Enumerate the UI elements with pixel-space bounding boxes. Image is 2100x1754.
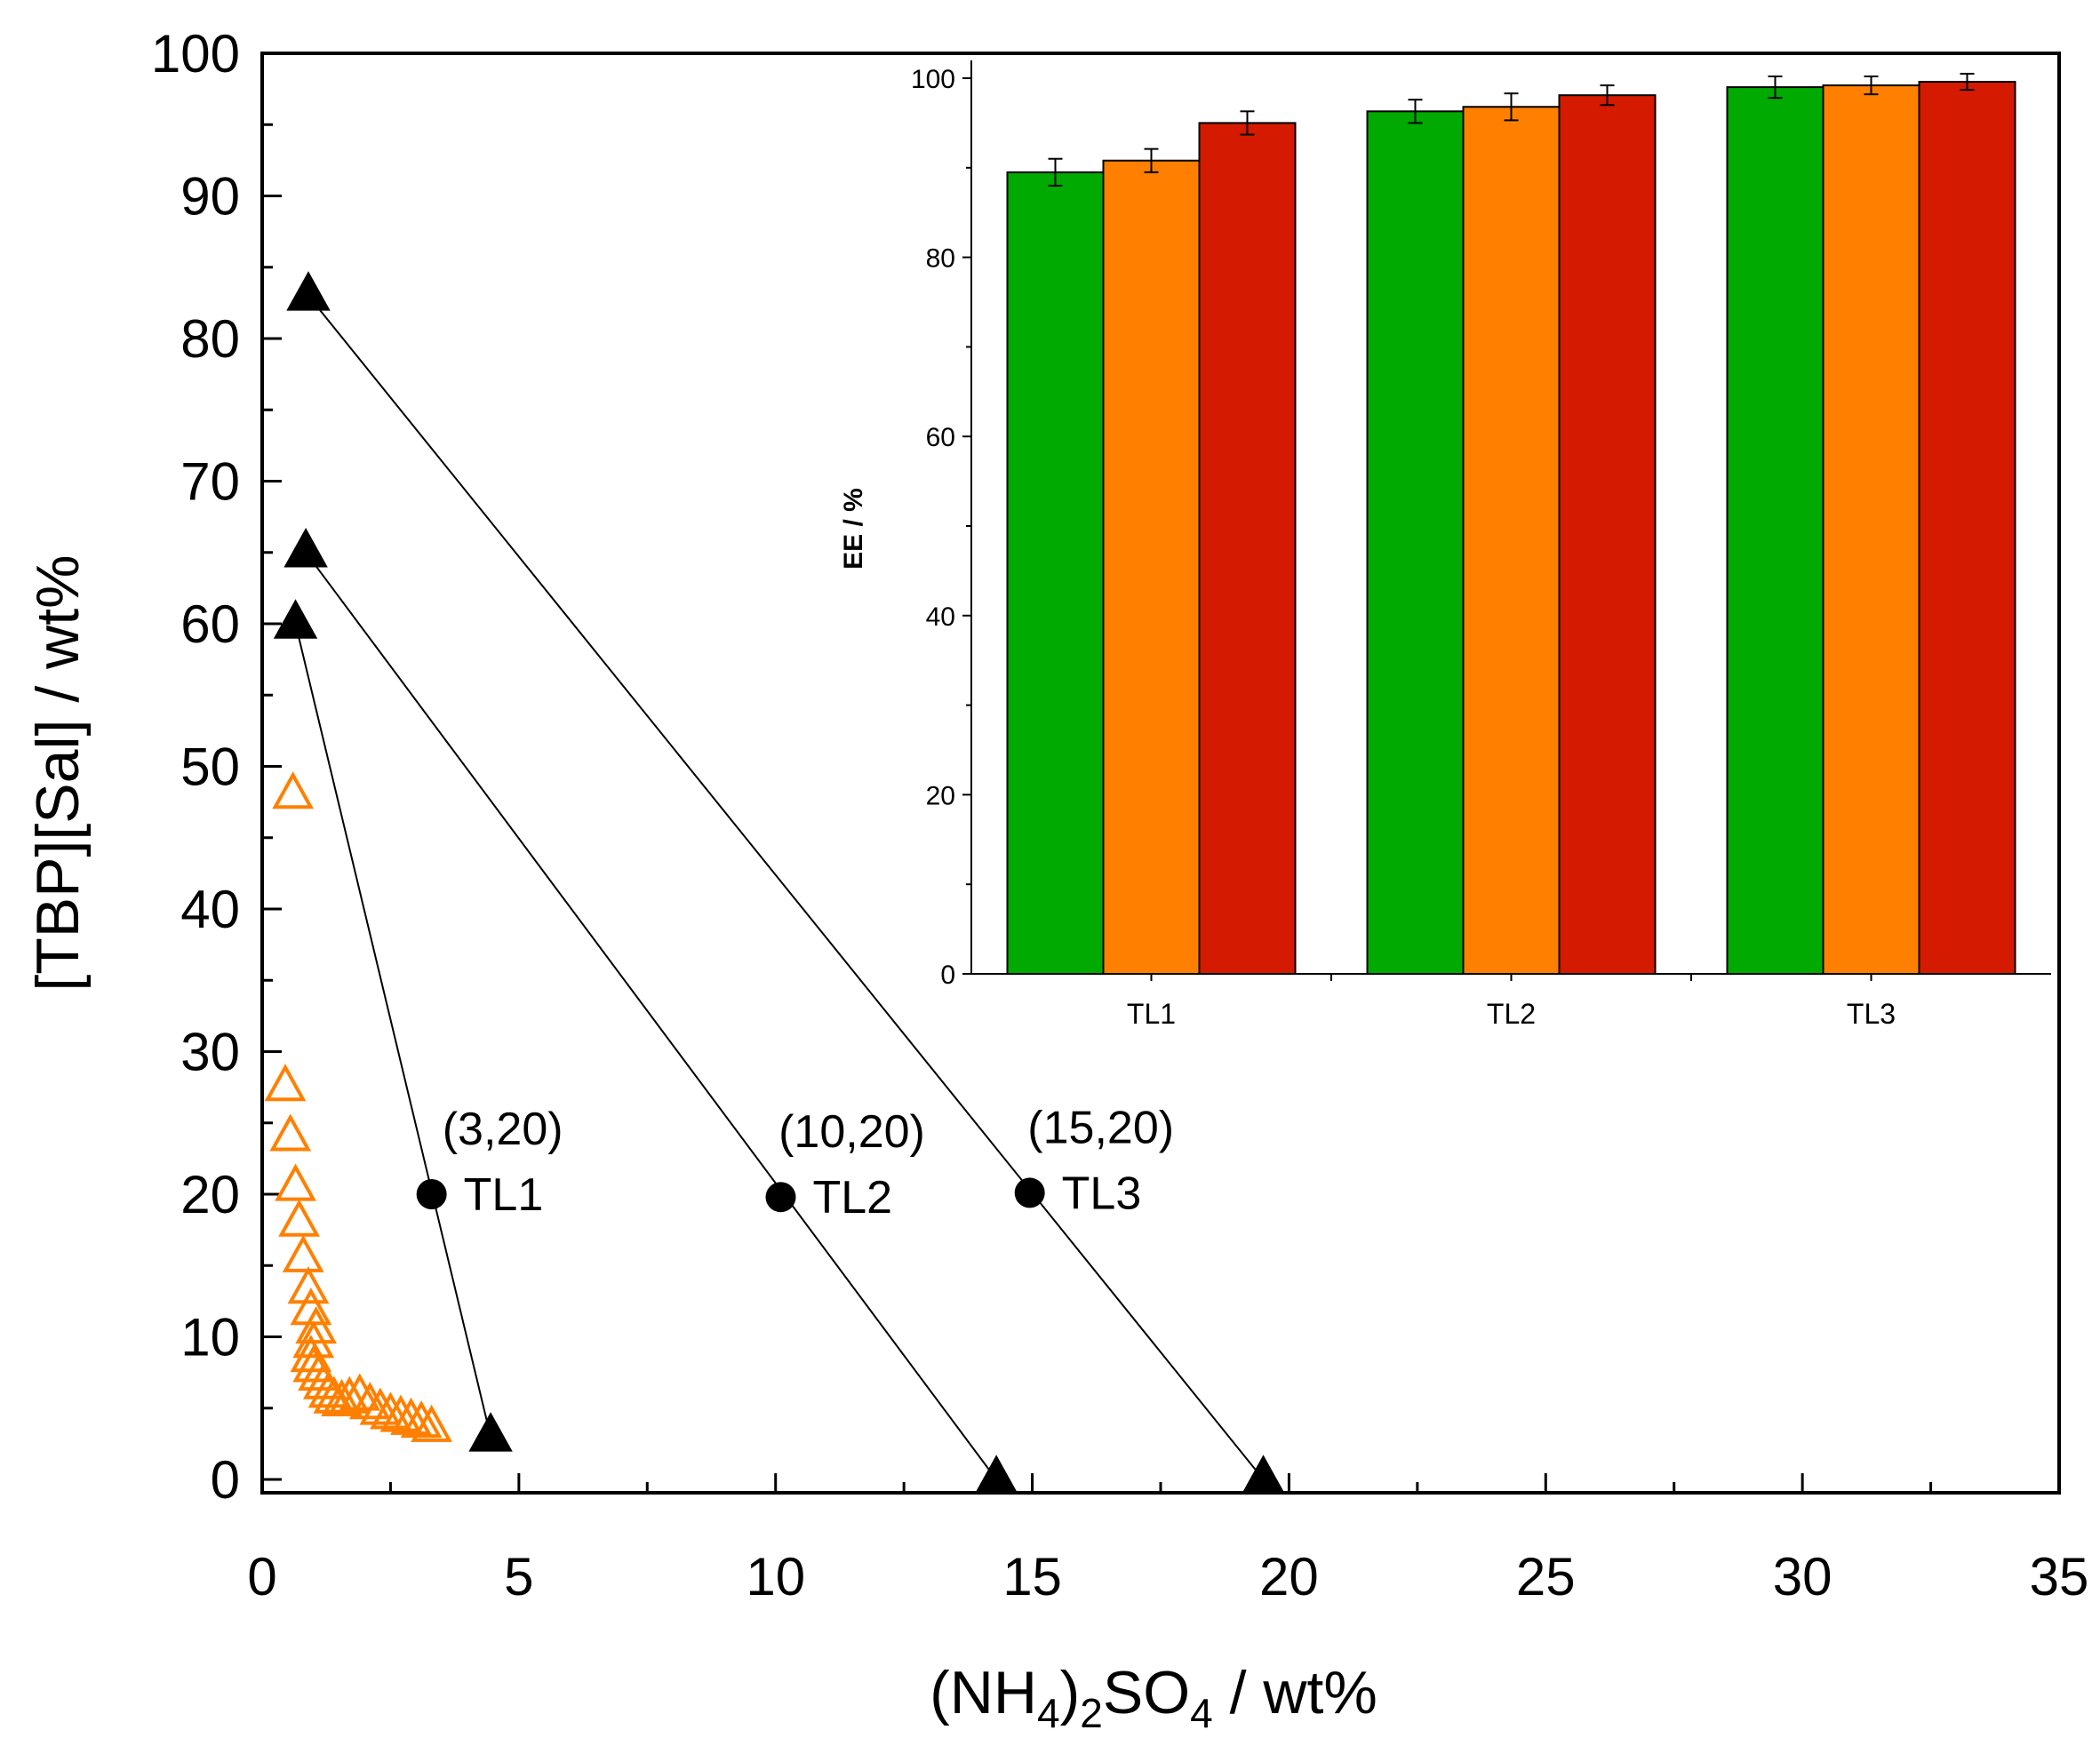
x-title-subscript: 2 xyxy=(1080,1690,1103,1736)
x-tick-label: 0 xyxy=(247,1547,276,1607)
y-tick-label: 70 xyxy=(180,452,240,512)
binodal-point xyxy=(287,1266,330,1304)
tie-line-bottom-point xyxy=(1241,1455,1286,1495)
y-tick-label: 90 xyxy=(180,167,240,227)
mixture-composition-label: (3,20) xyxy=(443,1104,563,1155)
y-tick-label: 20 xyxy=(180,1165,240,1224)
mixture-point xyxy=(765,1182,796,1213)
y-tick-label: 0 xyxy=(211,1450,240,1510)
binodal-point xyxy=(321,1378,363,1417)
tie-line xyxy=(294,623,492,1438)
inset-y-tick-label: 80 xyxy=(926,244,955,274)
binodal-point xyxy=(400,1399,443,1439)
mixture-composition-label: (15,20) xyxy=(1027,1102,1174,1153)
inset-bar xyxy=(1102,159,1201,975)
x-tick-label: 35 xyxy=(2030,1547,2089,1607)
inset-x-tick-label: TL3 xyxy=(1847,998,1896,1030)
tie-line-labels: TL1 (3,20) TL2 (10,20) TL3 (15,20) xyxy=(443,1102,1174,1224)
main-y-axis-title: [TBP][Sal] / wt% xyxy=(24,554,92,991)
tie-line xyxy=(307,295,1265,1480)
binodal-point xyxy=(328,1375,371,1414)
tie-line-top-point xyxy=(273,599,318,639)
mixture-point xyxy=(416,1179,447,1209)
inset-bar xyxy=(1726,86,1825,975)
inset-bar xyxy=(1558,94,1657,976)
inset-y-tick-label: 60 xyxy=(926,423,955,452)
tie-line-label: TL3 xyxy=(1062,1168,1142,1219)
tie-line xyxy=(305,552,997,1480)
mixture-composition-label: (10,20) xyxy=(779,1106,925,1158)
mixture-point xyxy=(1014,1177,1045,1208)
inset-bar xyxy=(1918,81,2016,976)
inset-chart: 0 20 40 60 80 100 TL1 TL2 TL3 xyxy=(911,60,2051,1030)
tie-line-bottom-point xyxy=(974,1455,1018,1495)
y-tick-label: 50 xyxy=(180,737,240,797)
tie-line-label: TL2 xyxy=(812,1172,892,1224)
binodal-point xyxy=(370,1391,411,1430)
x-tick-label: 10 xyxy=(746,1547,805,1607)
y-tick-label: 30 xyxy=(180,1023,240,1082)
x-title-part: / wt% xyxy=(1213,1659,1377,1726)
binodal-point xyxy=(278,1199,320,1237)
tie-line-label: TL1 xyxy=(464,1169,544,1221)
x-tick-label: 5 xyxy=(504,1547,533,1607)
x-tick-label: 15 xyxy=(1002,1547,1062,1607)
inset-x-tick-label: TL2 xyxy=(1487,998,1536,1030)
x-title-subscript: 4 xyxy=(1190,1690,1213,1736)
y-tick-label: 80 xyxy=(180,309,240,369)
binodal-point xyxy=(390,1397,432,1435)
binodal-point xyxy=(275,1163,316,1201)
y-tick-label: 40 xyxy=(180,880,240,939)
binodal-point xyxy=(348,1382,391,1420)
binodal-point xyxy=(379,1394,422,1432)
y-tick-label: 10 xyxy=(180,1308,240,1367)
binodal-point xyxy=(292,1320,335,1359)
binodal-point xyxy=(339,1373,381,1411)
x-title-subscript: 4 xyxy=(1037,1690,1060,1736)
x-title-part: SO xyxy=(1103,1659,1190,1726)
binodal-point xyxy=(264,1064,307,1102)
tie-line-bottom-point xyxy=(468,1412,513,1452)
x-tick-label: 20 xyxy=(1259,1547,1319,1607)
x-title-part: (NH xyxy=(930,1659,1037,1726)
y-tick-label: 60 xyxy=(180,594,240,654)
inset-bar xyxy=(1822,84,1920,975)
y-tick-label: 100 xyxy=(151,24,240,84)
binodal-point xyxy=(282,1234,324,1272)
inset-bar xyxy=(1462,106,1561,976)
binodal-point xyxy=(272,771,315,809)
main-markers xyxy=(264,271,1286,1495)
inset-y-tick-label: 40 xyxy=(926,602,955,632)
binodal-point xyxy=(411,1404,453,1442)
x-tick-label: 25 xyxy=(1516,1547,1576,1607)
tie-line-top-point xyxy=(283,528,328,568)
inset-x-tick-label: TL1 xyxy=(1127,998,1176,1030)
inset-bar xyxy=(1198,122,1297,975)
binodal-point xyxy=(359,1387,402,1425)
binodal-point xyxy=(295,1306,338,1344)
inset-y-tick-label: 100 xyxy=(911,65,955,94)
inset-y-tick-label: 0 xyxy=(940,961,955,990)
x-tick-label: 30 xyxy=(1773,1547,1833,1607)
main-x-axis-title: (NH4)2SO4 / wt% xyxy=(930,1659,1377,1736)
binodal-point xyxy=(290,1288,332,1326)
inset-bar xyxy=(1366,110,1465,975)
x-title-part: ) xyxy=(1060,1659,1081,1726)
inset-y-axis-title: EE / % xyxy=(839,488,868,570)
inset-bar xyxy=(1006,171,1105,975)
tie-lines xyxy=(294,295,1265,1480)
main-ticks: 0 5 10 15 20 25 30 35 0 10 20 30 40 50 60 70 80 90 100 xyxy=(151,24,2088,1607)
inset-y-tick-label: 20 xyxy=(926,781,955,810)
binodal-point xyxy=(269,1113,312,1152)
tie-line-top-point xyxy=(286,271,331,311)
